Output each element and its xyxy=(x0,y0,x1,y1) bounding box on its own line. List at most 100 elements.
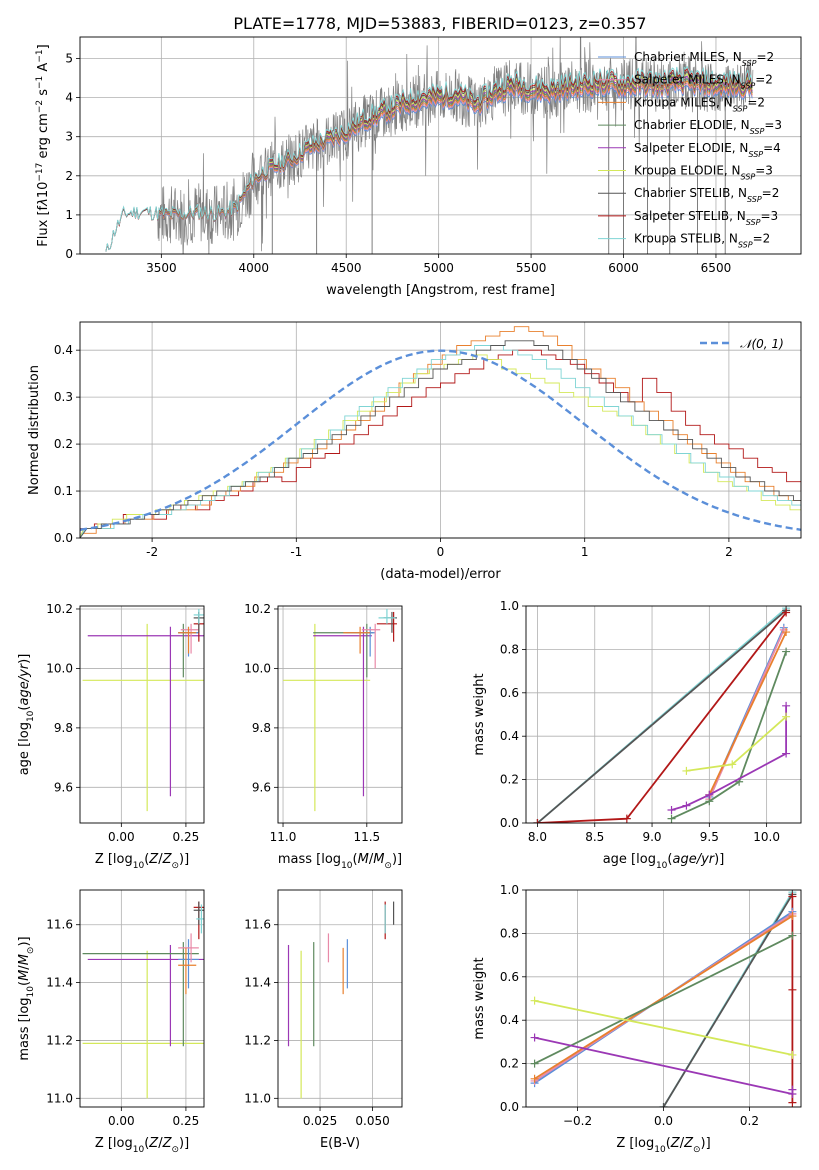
axes-frame xyxy=(525,889,802,1108)
y-tick-label: 0.2 xyxy=(54,437,73,451)
model-spectrum-chabrier_miles xyxy=(157,85,753,223)
cumulative-point xyxy=(682,801,691,810)
y-tick-label: 11.4 xyxy=(244,976,271,990)
cumulative-point xyxy=(530,996,539,1005)
legend: Chabrier MILES, NSSP=2 Salpeter MILES, NS… xyxy=(598,50,782,249)
x-axis-label: E(B-V) xyxy=(320,1136,360,1151)
plot-area xyxy=(283,608,397,812)
cumulative-point xyxy=(788,1098,797,1107)
y-axis-label: Flux [fλ10−17 erg cm−2 s−1 A−1] xyxy=(35,44,51,246)
cumulative-point xyxy=(705,790,714,799)
y-tick-label: 10.0 xyxy=(244,661,271,675)
y-tick-label: 11.6 xyxy=(244,918,271,932)
y-tick-label: 0.0 xyxy=(500,816,519,830)
axes-frame xyxy=(525,605,802,824)
y-tick-label: 0.6 xyxy=(500,686,519,700)
plot-area xyxy=(80,326,801,538)
cumulative-line-kroupa_elodie xyxy=(686,716,787,772)
cumulative-point xyxy=(667,814,676,823)
plot-area xyxy=(82,901,204,1099)
legend-label: Chabrier MILES, NSSP=2 xyxy=(634,50,774,68)
y-tick-label: 11.2 xyxy=(46,1033,73,1047)
x-tick-label: 0.0 xyxy=(654,1114,673,1128)
x-tick-label: 9.0 xyxy=(642,830,661,844)
y-tick-label: 11.0 xyxy=(244,1091,271,1105)
model-spectrum-salpeter_miles xyxy=(157,82,753,222)
y-tick-label: 5 xyxy=(65,52,73,66)
cumulative-line-kroupa_elodie xyxy=(534,999,793,1056)
cumulative-point xyxy=(659,1103,668,1107)
y-tick-label: 4 xyxy=(65,91,73,105)
plot-area xyxy=(287,901,395,1099)
histogram-series-salpeter_stelib xyxy=(80,349,801,538)
x-tick-label: 10.0 xyxy=(753,830,780,844)
legend-label: 𝒩(0, 1) xyxy=(740,337,784,351)
axes-frame xyxy=(79,321,802,539)
panel-cum_mass_vs_Z: −0.2 0.0 0.2 0.0 0.2 0.4 0.6 0.8 1.0 Z [log10(Z/Z… xyxy=(472,883,802,1155)
x-axis-label: mass [log10(M/M⊙)] xyxy=(278,852,402,871)
grid xyxy=(80,606,204,823)
x-axis-label: age [log10(age/yr)] xyxy=(603,852,725,871)
x-tick-label: 5500 xyxy=(516,261,547,275)
y-tick-label: 0.6 xyxy=(500,970,519,984)
model-spectrum-kroupa_stelib xyxy=(105,65,753,252)
x-tick-label: -2 xyxy=(146,545,158,559)
x-tick-label: 11.5 xyxy=(353,830,380,844)
cumulative-point xyxy=(788,985,797,994)
x-tick-label: 6000 xyxy=(608,261,639,275)
cumulative-line-chabrier_elodie xyxy=(534,934,793,1065)
x-tick-label: 3500 xyxy=(146,261,177,275)
legend-label: Salpeter MILES, NSSP=2 xyxy=(634,73,773,91)
plot-area xyxy=(105,37,754,254)
x-tick-label: 2 xyxy=(725,545,733,559)
y-tick-label: 3 xyxy=(65,130,73,144)
x-tick-label: 0.050 xyxy=(355,1114,389,1128)
cumulative-point xyxy=(533,819,542,823)
y-tick-label: 0.4 xyxy=(500,729,519,743)
cumulative-point xyxy=(788,931,797,940)
x-axis-label: Z [log10(Z/Z⊙)] xyxy=(95,1136,189,1155)
cumulative-point xyxy=(788,912,797,921)
x-tick-label: 9.5 xyxy=(700,830,719,844)
y-tick-label: 11.2 xyxy=(244,1033,271,1047)
normal-curve xyxy=(80,349,801,531)
cumulative-point xyxy=(530,1059,539,1068)
x-axis-label: Z [log10(Z/Z⊙)] xyxy=(95,852,189,871)
x-tick-label: 0.00 xyxy=(108,1114,135,1128)
model-spectrum-kroupa_miles xyxy=(157,80,753,222)
y-tick-label: 11.0 xyxy=(46,1091,73,1105)
grid xyxy=(80,890,204,1107)
panels: 3500 4000 4500 5000 5500 6000 6500 0 1 2 3 4 5 Chabri… xyxy=(17,36,802,1155)
y-axis-label: mass [log10(M/M⊙)] xyxy=(17,936,36,1060)
histogram-series-chabrier_stelib xyxy=(80,340,801,538)
cumulative-point xyxy=(622,814,631,823)
cumulative-line-kroupa_miles xyxy=(534,915,793,1080)
y-tick-label: 9.8 xyxy=(54,721,73,735)
y-tick-label: 0.8 xyxy=(500,642,519,656)
legend-label: Kroupa MILES, NSSP=2 xyxy=(634,95,765,113)
y-tick-label: 0.4 xyxy=(54,343,73,357)
cumulative-point xyxy=(782,712,791,721)
grid xyxy=(278,890,402,1107)
x-tick-label: 11.0 xyxy=(270,830,297,844)
cumulative-line-chabrier_elodie xyxy=(671,651,787,820)
y-tick-label: 11.4 xyxy=(46,976,73,990)
x-tick-label: −0.2 xyxy=(563,1114,592,1128)
y-axis-label: mass weight xyxy=(472,957,487,1039)
cumulative-point xyxy=(682,766,691,775)
cumulative-point xyxy=(667,805,676,814)
grid xyxy=(278,606,402,823)
y-tick-label: 0.8 xyxy=(500,926,519,940)
grid xyxy=(526,889,801,1108)
y-tick-label: 0.4 xyxy=(500,1013,519,1027)
x-tick-label: 4500 xyxy=(331,261,362,275)
x-tick-label: 6500 xyxy=(701,261,732,275)
panel-spectrum: 3500 4000 4500 5000 5500 6000 6500 0 1 2 3 4 5 Chabri… xyxy=(35,36,802,298)
axes-frame xyxy=(79,889,205,1108)
cumulative-point xyxy=(530,1074,539,1083)
y-tick-label: 11.6 xyxy=(46,918,73,932)
legend-label: Kroupa STELIB, NSSP=2 xyxy=(634,232,770,250)
cumulative-point xyxy=(788,1085,797,1094)
model-spectrum-chabrier_elodie xyxy=(157,77,753,222)
x-tick-label: 8.5 xyxy=(585,830,604,844)
